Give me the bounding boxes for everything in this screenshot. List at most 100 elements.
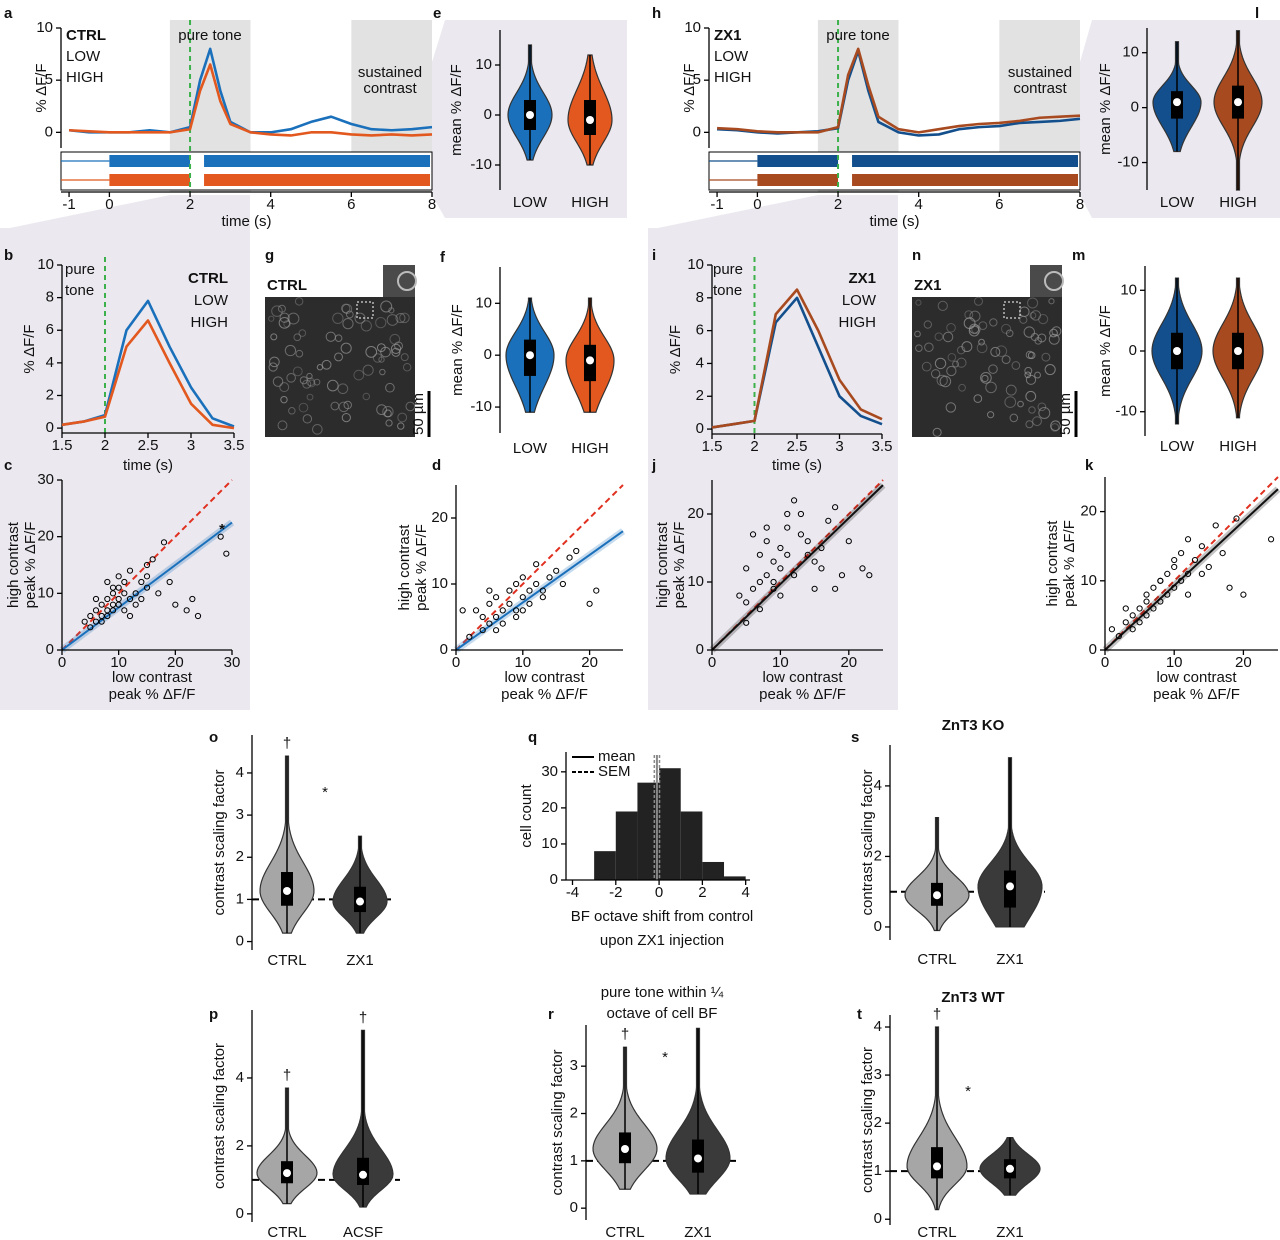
cell	[1034, 337, 1042, 345]
cell	[365, 346, 378, 358]
category-label: ZX1	[996, 1224, 1024, 1240]
roi-box	[1003, 301, 1021, 319]
bar	[594, 851, 616, 880]
point	[115, 601, 122, 608]
cell	[990, 346, 1001, 357]
cell	[978, 338, 985, 346]
y-tick-label: 20	[541, 799, 558, 816]
cell	[334, 352, 343, 362]
cell	[353, 369, 365, 381]
median	[1173, 98, 1181, 107]
stimulus	[204, 174, 430, 186]
point	[763, 524, 770, 531]
category-label: ZX1	[346, 952, 374, 969]
x-axis-label: low contrast	[504, 669, 585, 686]
cell	[321, 359, 332, 370]
legend-label: LOW	[842, 292, 877, 309]
cell	[956, 357, 967, 368]
y-tick-label: 10	[687, 256, 704, 273]
cell	[284, 344, 297, 357]
y-tick-label: 10	[1122, 44, 1139, 61]
x-tick-label: 6	[995, 196, 1003, 213]
panel-letter: j	[651, 457, 656, 474]
y-axis-label: peak % ΔF/F	[22, 522, 39, 609]
point	[838, 572, 846, 579]
point	[763, 538, 770, 545]
point	[126, 612, 134, 620]
y-axis-label: mean % ΔF/F	[448, 64, 465, 156]
cell	[934, 332, 944, 342]
point	[797, 531, 805, 538]
point	[1171, 584, 1178, 591]
point	[104, 578, 111, 586]
x-axis-label: upon ZX1 injection	[600, 932, 724, 949]
point	[756, 606, 763, 613]
cell	[287, 312, 300, 325]
x-tick-label: 2	[186, 196, 194, 213]
y-tick-label: 0	[550, 871, 558, 888]
point	[825, 517, 832, 524]
cell	[277, 420, 288, 431]
fit-line	[61, 521, 233, 651]
point	[811, 585, 818, 592]
x-tick-label: 0	[105, 196, 113, 213]
tone-label: pure	[65, 261, 95, 278]
median	[694, 1154, 702, 1163]
zoom-wedge	[432, 20, 445, 218]
point	[492, 594, 500, 601]
point	[1205, 563, 1212, 571]
point	[818, 565, 825, 572]
cell	[383, 409, 392, 418]
point	[743, 619, 750, 626]
cell	[1023, 326, 1035, 338]
tone-label: tone	[713, 282, 742, 299]
cell	[969, 310, 981, 322]
cell	[372, 353, 383, 363]
point	[546, 574, 553, 581]
y-tick-label: 10	[1080, 572, 1097, 589]
stimulus	[204, 155, 430, 167]
y-axis-label: mean % ΔF/F	[449, 304, 466, 396]
point	[832, 585, 839, 592]
y-tick-label: 0	[1131, 99, 1139, 116]
cell	[1009, 413, 1019, 423]
x-tick-label: 3.5	[872, 438, 893, 455]
point	[566, 554, 573, 561]
point	[586, 600, 593, 607]
x-tick-label: 10	[772, 654, 789, 671]
point	[519, 607, 526, 614]
cell	[981, 374, 989, 383]
point	[189, 595, 196, 603]
y-tick-label: 6	[46, 321, 54, 338]
point	[804, 538, 811, 545]
cell	[385, 382, 395, 393]
y-tick-label: 0	[1089, 641, 1097, 658]
x-tick-label: 3	[835, 438, 843, 455]
point	[1240, 591, 1247, 598]
point	[1108, 626, 1116, 633]
cell	[394, 341, 404, 351]
y-tick-label: 0	[1129, 342, 1137, 359]
cell	[268, 362, 278, 372]
y-tick-label: 2	[874, 847, 882, 864]
x-tick-label: -1	[710, 196, 723, 213]
point	[1198, 543, 1205, 550]
cell	[1029, 312, 1037, 319]
image-label: ZX1	[914, 277, 942, 294]
cell	[378, 356, 385, 363]
zoom-wedge	[0, 195, 250, 230]
cell	[1030, 310, 1042, 321]
point	[593, 587, 600, 594]
zoom-wedge	[1080, 20, 1092, 218]
point	[138, 578, 145, 586]
cell	[325, 331, 336, 342]
cell	[362, 364, 374, 376]
point	[109, 607, 117, 614]
point	[1136, 619, 1143, 626]
y-axis-label: mean % ΔF/F	[1097, 305, 1114, 397]
cell	[1025, 350, 1034, 359]
y-tick-label: 0	[236, 933, 244, 950]
x-tick-label: 0	[753, 196, 761, 213]
point	[1136, 605, 1143, 612]
